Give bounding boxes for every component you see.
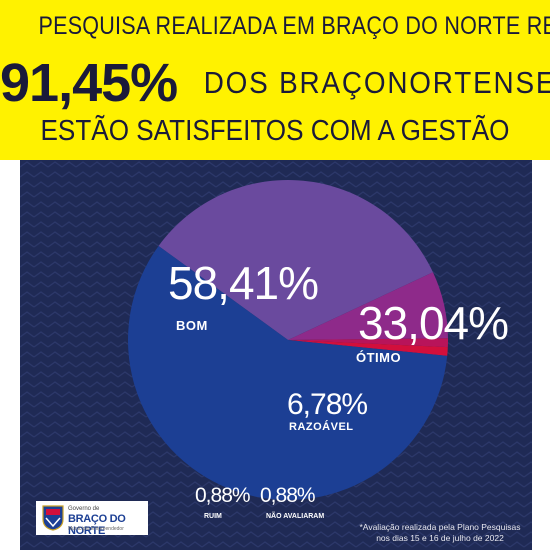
slice-value-otimo: 33,04% bbox=[358, 297, 509, 349]
headline-line-1: PESQUISA REALIZADA EM BRAÇO DO NORTE REV… bbox=[38, 12, 550, 40]
pie-slice-n-o-avaliaram bbox=[288, 338, 448, 348]
headline-line-3: ESTÃO SATISFEITOS COM A GESTÃO bbox=[40, 115, 510, 147]
pie-slice--timo bbox=[158, 180, 433, 340]
headline-line-2: 91,45% DOS BRAÇONORTENSES bbox=[0, 52, 550, 114]
footnote: *Avaliação realizada pela Plano Pesquisa… bbox=[350, 522, 530, 543]
pie-slice-bom bbox=[127, 245, 448, 501]
slice-label-ruim: RUIM bbox=[204, 513, 222, 520]
pie-chart bbox=[127, 180, 448, 501]
slice-label-razoavel: RAZOÁVEL bbox=[289, 421, 354, 433]
headline-line-2-rest: DOS BRAÇONORTENSES bbox=[203, 65, 550, 100]
pie-slice-ruim bbox=[288, 340, 448, 356]
headline-banner: PESQUISA REALIZADA EM BRAÇO DO NORTE REV… bbox=[0, 0, 550, 160]
coat-of-arms-icon bbox=[42, 505, 64, 531]
slice-value-bom: 58,41% bbox=[168, 257, 319, 309]
slice-label-bom: BOM bbox=[176, 318, 208, 333]
logo-name: BRAÇO DO NORTE bbox=[68, 513, 126, 537]
slice-value-ruim: 0,88% bbox=[195, 484, 251, 507]
satisfaction-percentage: 91,45% bbox=[0, 53, 178, 113]
footnote-line-2: nos dias 15 e 16 de julho de 2022 bbox=[376, 532, 504, 543]
slice-value-nao-avaliaram: 0,88% bbox=[260, 484, 316, 507]
logo-subtitle: Município Empreendedor bbox=[68, 526, 124, 532]
pie-slice-razo-vel bbox=[288, 272, 448, 340]
chart-panel: 58,41% BOM 33,04% ÓTIMO 6,78% RAZOÁVEL 0… bbox=[20, 160, 532, 550]
slice-label-nao-avaliaram: NÃO AVALIARAM bbox=[266, 513, 325, 520]
footnote-line-1: *Avaliação realizada pela Plano Pesquisa… bbox=[359, 522, 521, 532]
municipal-logo: Governo de BRAÇO DO NORTE Município Empr… bbox=[36, 501, 148, 537]
slice-label-otimo: ÓTIMO bbox=[356, 350, 402, 365]
slice-value-razoavel: 6,78% bbox=[287, 388, 368, 421]
logo-gov-text: Governo de bbox=[68, 506, 100, 512]
